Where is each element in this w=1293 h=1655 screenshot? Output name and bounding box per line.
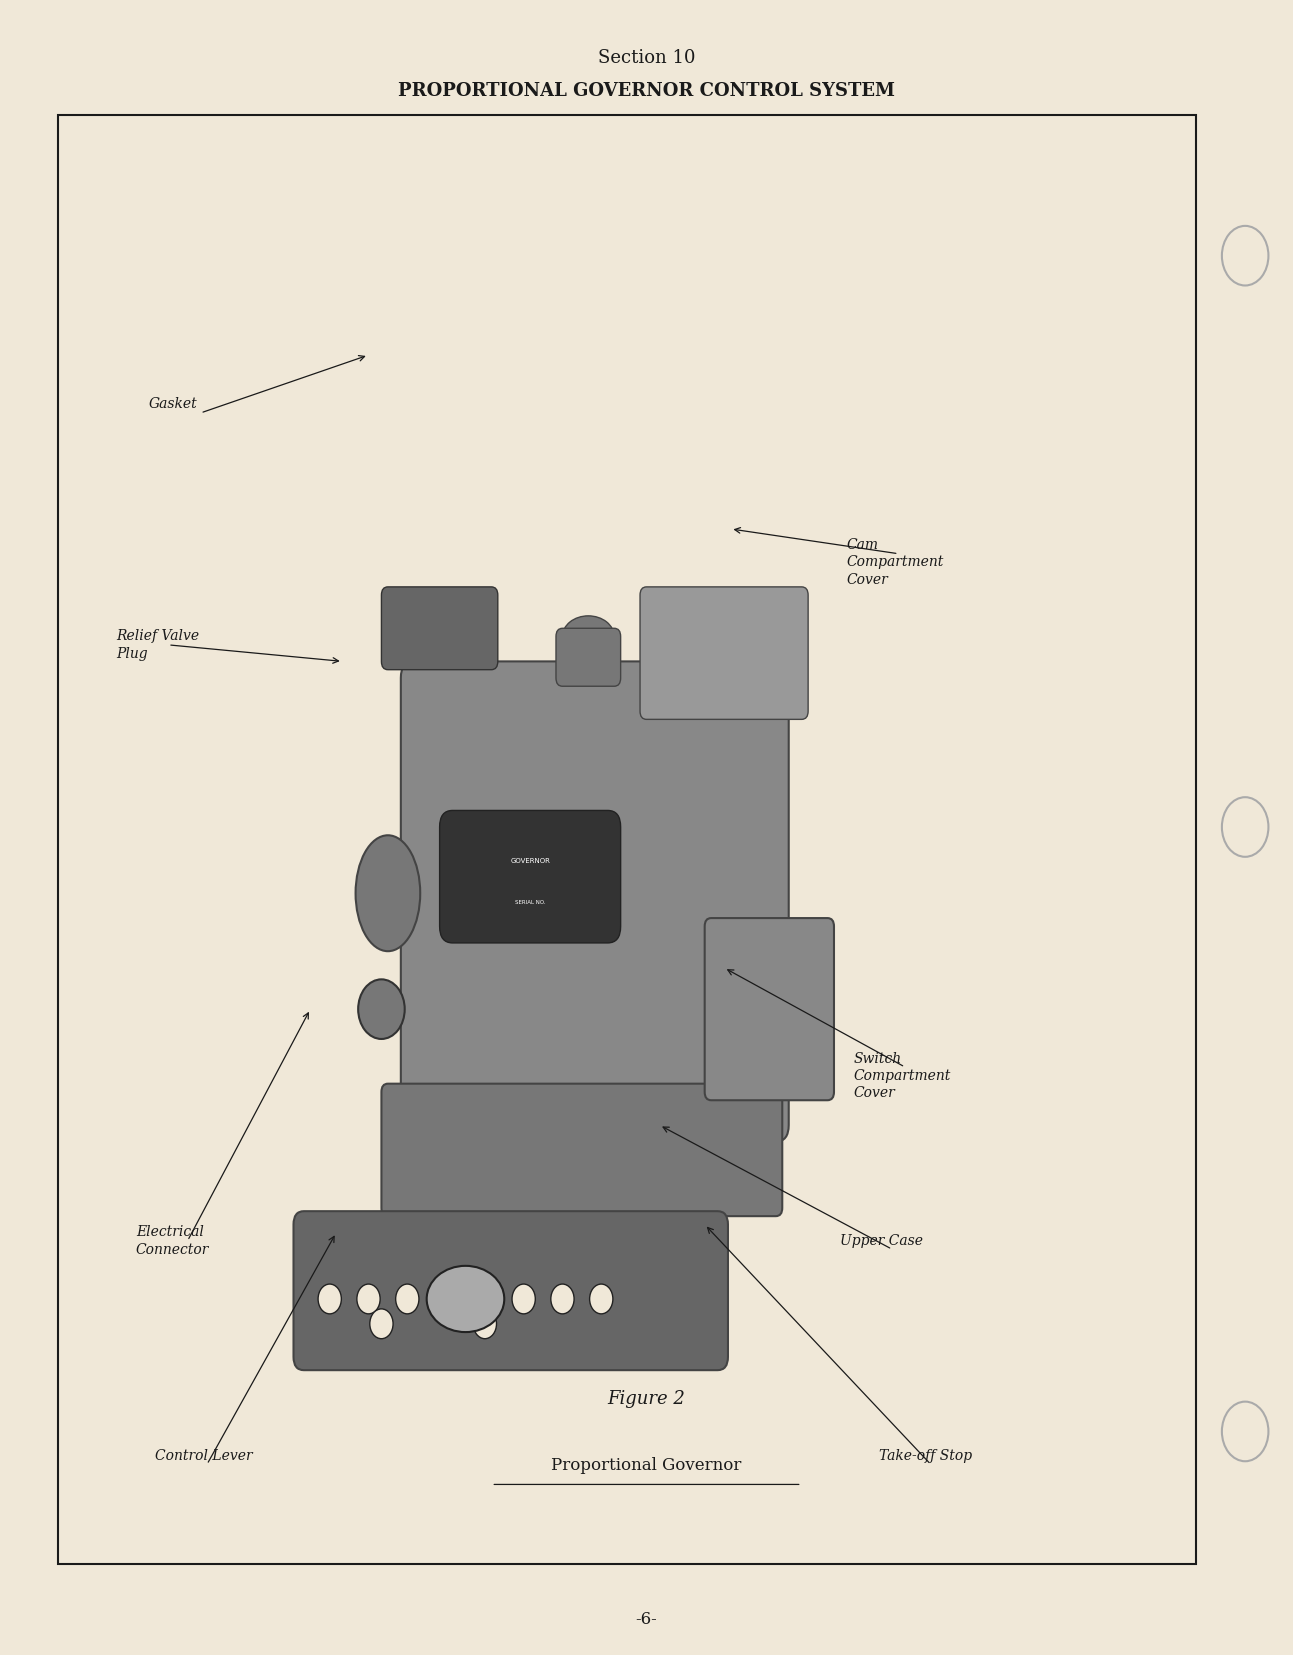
FancyBboxPatch shape [440,811,621,943]
Circle shape [358,980,405,1039]
Text: Relief Valve
Plug: Relief Valve Plug [116,629,199,660]
Circle shape [473,1309,497,1339]
Ellipse shape [562,616,614,659]
Circle shape [1222,227,1268,286]
Circle shape [473,1284,497,1314]
Circle shape [512,1284,535,1314]
Text: Take-off Stop: Take-off Stop [879,1448,972,1461]
Circle shape [318,1284,341,1314]
Circle shape [1222,798,1268,857]
Text: SERIAL NO.: SERIAL NO. [515,899,546,905]
Text: Electrical
Connector: Electrical Connector [136,1225,209,1256]
Circle shape [357,1284,380,1314]
Text: Gasket: Gasket [149,397,198,410]
Text: PROPORTIONAL GOVERNOR CONTROL SYSTEM: PROPORTIONAL GOVERNOR CONTROL SYSTEM [398,83,895,99]
FancyBboxPatch shape [556,629,621,687]
Text: Cam
Compartment
Cover: Cam Compartment Cover [847,538,944,586]
Text: Section 10: Section 10 [597,50,696,66]
FancyBboxPatch shape [640,588,808,720]
Text: Figure 2: Figure 2 [608,1390,685,1407]
Circle shape [370,1309,393,1339]
Ellipse shape [356,836,420,952]
Circle shape [434,1284,458,1314]
Text: -6-: -6- [636,1610,657,1627]
Circle shape [590,1284,613,1314]
Text: Control Lever: Control Lever [155,1448,253,1461]
Text: Upper Case: Upper Case [840,1233,923,1246]
Ellipse shape [427,1266,504,1332]
Text: GOVERNOR: GOVERNOR [511,857,550,864]
FancyBboxPatch shape [401,662,789,1142]
FancyBboxPatch shape [705,919,834,1101]
Circle shape [396,1284,419,1314]
FancyBboxPatch shape [381,588,498,670]
Circle shape [551,1284,574,1314]
FancyBboxPatch shape [294,1211,728,1370]
FancyBboxPatch shape [381,1084,782,1216]
Text: Proportional Governor: Proportional Governor [551,1456,742,1473]
Circle shape [1222,1402,1268,1461]
Text: Switch
Compartment
Cover: Switch Compartment Cover [853,1051,950,1099]
